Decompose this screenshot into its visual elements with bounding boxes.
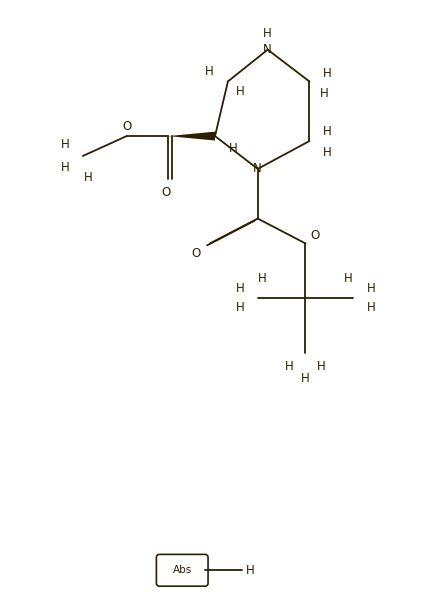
- Text: H: H: [236, 282, 244, 295]
- Text: N: N: [263, 43, 272, 56]
- Text: O: O: [122, 120, 131, 133]
- FancyBboxPatch shape: [156, 554, 208, 586]
- Text: O: O: [162, 186, 171, 199]
- Text: H: H: [229, 142, 237, 155]
- Text: H: H: [205, 65, 214, 78]
- Text: H: H: [61, 137, 69, 150]
- Text: H: H: [320, 87, 329, 100]
- Text: H: H: [323, 147, 332, 159]
- Text: H: H: [317, 360, 326, 373]
- Text: H: H: [301, 372, 310, 385]
- Text: H: H: [61, 161, 69, 174]
- Text: H: H: [258, 272, 267, 285]
- Text: H: H: [323, 67, 332, 80]
- Text: H: H: [263, 27, 272, 40]
- Text: H: H: [83, 171, 92, 185]
- Text: H: H: [245, 564, 254, 577]
- Text: O: O: [311, 229, 320, 242]
- Text: H: H: [367, 282, 375, 295]
- Text: H: H: [236, 85, 244, 98]
- Text: O: O: [191, 247, 201, 260]
- Polygon shape: [168, 131, 215, 141]
- Text: H: H: [236, 301, 244, 315]
- Text: H: H: [323, 125, 332, 137]
- Text: H: H: [367, 301, 375, 315]
- Text: H: H: [344, 272, 352, 285]
- Text: N: N: [253, 163, 262, 175]
- Text: H: H: [285, 360, 294, 373]
- Text: Abs: Abs: [173, 565, 192, 576]
